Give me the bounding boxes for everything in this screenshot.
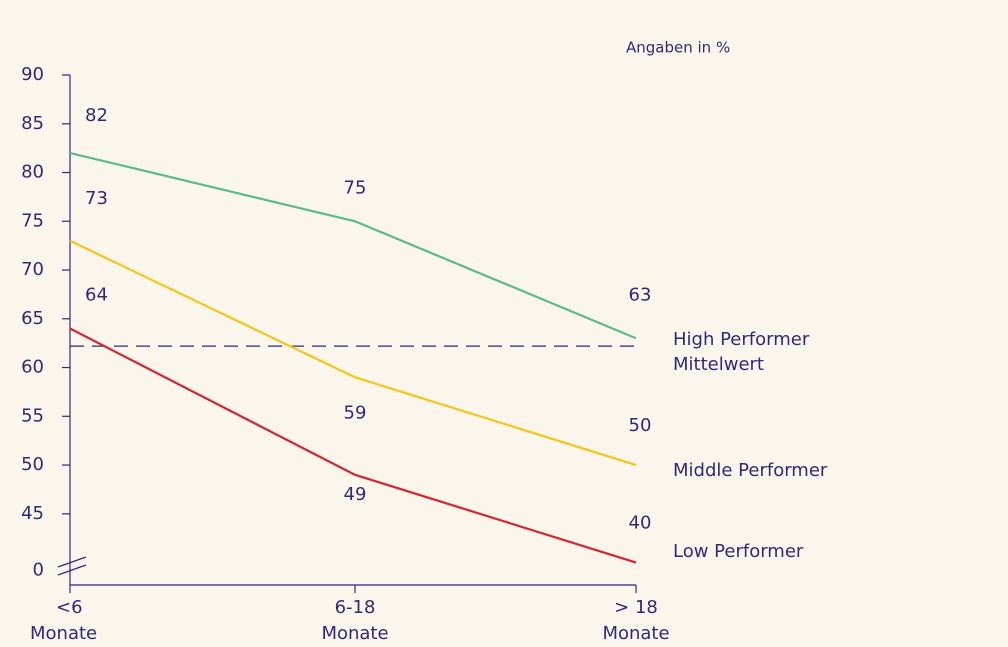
y-tick-label: 55: [21, 405, 44, 426]
series-line: [69, 327, 637, 564]
data-label: 40: [629, 513, 652, 534]
legend-label: Middle Performer: [673, 460, 828, 481]
x-tick-label: > 18 Monate: [602, 597, 669, 644]
y-tick-label: 85: [21, 113, 44, 134]
series-line: [69, 151, 637, 340]
y-tick-label: 60: [21, 357, 44, 378]
axis-break: [57, 564, 87, 576]
data-label: 59: [344, 402, 367, 423]
data-label: 63: [629, 284, 652, 305]
x-tick-label-line: 6-18: [335, 597, 376, 618]
x-tick-label-line: Monate: [30, 623, 97, 644]
data-label: 73: [85, 188, 108, 209]
y-tick-label: 65: [21, 308, 44, 329]
legend-label: Low Performer: [673, 541, 804, 562]
y-tick-label: 45: [21, 503, 44, 524]
series-line: [69, 239, 637, 467]
mean-label: Mittelwert: [673, 354, 764, 375]
x-tick-label-line: Monate: [321, 623, 388, 644]
data-label: 50: [629, 415, 652, 436]
legend-label: High Performer: [673, 329, 810, 350]
data-label: 49: [344, 484, 367, 505]
y-tick-label: 0: [33, 559, 44, 580]
x-tick-label-line: > 18: [614, 597, 658, 618]
data-label: 64: [85, 285, 108, 306]
x-tick-label-line: <6: [56, 597, 83, 618]
y-tick-label: 80: [21, 162, 44, 183]
data-label: 75: [344, 177, 367, 198]
y-tick-label: 50: [21, 454, 44, 475]
y-tick-label: 70: [21, 259, 44, 280]
x-tick-label: 6-18 Monate: [321, 597, 388, 644]
annotation: Angaben in %: [626, 39, 730, 57]
axis-break: [57, 556, 87, 568]
x-tick-label: <6 Monate: [30, 597, 97, 644]
y-tick-label: 75: [21, 210, 44, 231]
y-tick-label: 90: [21, 64, 44, 85]
x-tick-label-line: Monate: [602, 623, 669, 644]
data-label: 82: [85, 105, 108, 126]
